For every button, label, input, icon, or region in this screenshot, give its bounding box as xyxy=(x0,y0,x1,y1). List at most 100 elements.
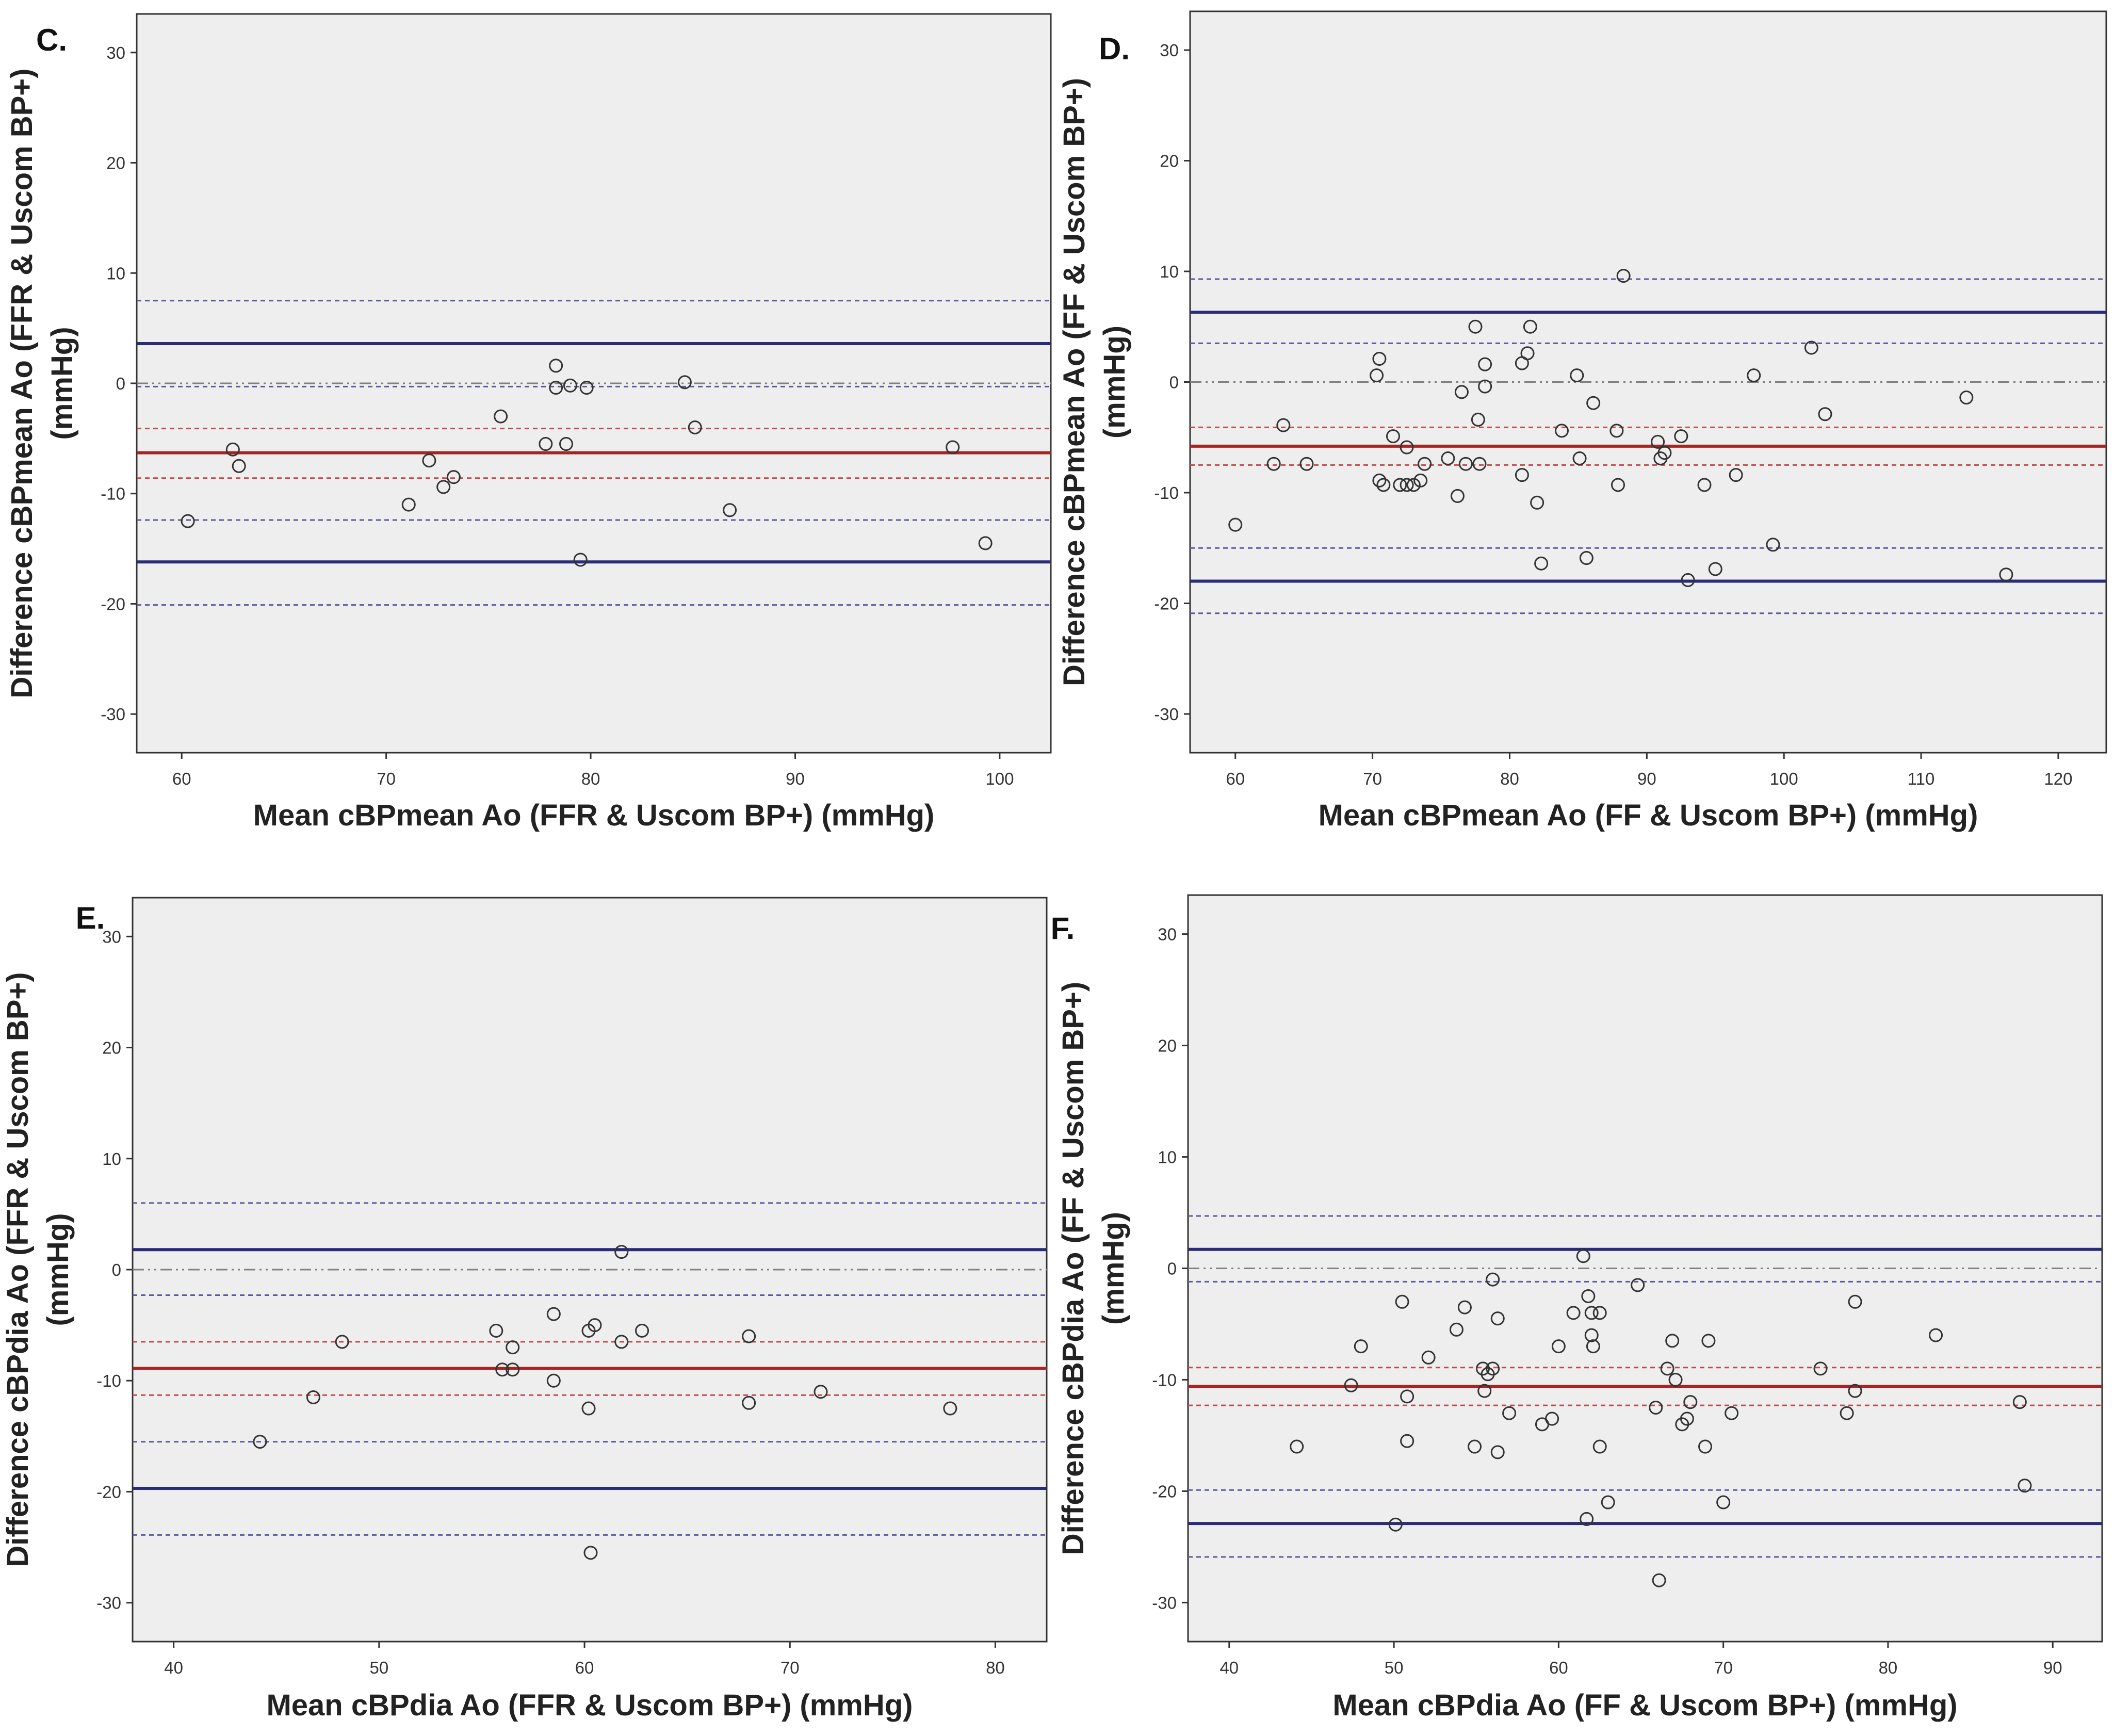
data-point xyxy=(495,1362,510,1377)
data-point xyxy=(1400,1434,1414,1448)
y-axis-unit: (mmHg) xyxy=(45,327,79,440)
data-point xyxy=(1421,1350,1436,1365)
data-point xyxy=(943,1401,957,1416)
data-point xyxy=(1840,1406,1854,1420)
y-axis-unit: (mmHg) xyxy=(41,1213,75,1326)
data-point xyxy=(506,1362,520,1377)
data-point xyxy=(1486,1272,1500,1287)
x-tick-label: 50 xyxy=(369,1658,388,1677)
data-point xyxy=(1697,478,1712,492)
data-point xyxy=(1344,1378,1358,1392)
x-tick-label: 110 xyxy=(1908,769,1935,788)
data-point xyxy=(1592,1439,1607,1454)
data-point xyxy=(1530,495,1544,510)
data-point xyxy=(1551,1339,1566,1354)
data-point xyxy=(1683,1395,1698,1409)
chart-panel-2: -30 -20 -10 0 10 20 30 60 70 80 90 100 110 120 Mean cB… xyxy=(1058,10,2107,832)
data-point xyxy=(1477,1384,1492,1398)
data-point xyxy=(1555,424,1569,438)
panel-label: F. xyxy=(1051,911,1075,946)
data-point xyxy=(446,470,461,484)
y-axis-title: Difference cBPdia Ao (FF & Uscom BP+) xyxy=(1056,982,1090,1555)
data-point xyxy=(1848,1294,1862,1309)
data-point xyxy=(1804,340,1818,355)
data-point xyxy=(1660,1361,1674,1376)
data-point xyxy=(1400,478,1414,492)
y-tick-label: 10 xyxy=(1160,262,1179,281)
y-tick-label: 0 xyxy=(1169,373,1179,392)
data-point xyxy=(1458,457,1473,471)
x-tick-label: 90 xyxy=(2043,1658,2062,1677)
data-point xyxy=(978,536,993,550)
data-point xyxy=(1729,468,1743,482)
data-point xyxy=(549,381,563,395)
data-point xyxy=(1665,1334,1680,1348)
data-point xyxy=(1651,434,1665,449)
data-point xyxy=(1372,473,1387,488)
data-point xyxy=(1674,429,1688,444)
y-tick-label: -30 xyxy=(101,705,125,724)
y-tick-label: -10 xyxy=(1152,1370,1177,1389)
data-point xyxy=(588,1318,602,1333)
data-point xyxy=(1929,1328,1943,1342)
y-tick-label: 30 xyxy=(1160,41,1179,60)
data-point xyxy=(1523,319,1537,334)
y-tick-label: -10 xyxy=(96,1371,121,1390)
data-point xyxy=(1276,418,1291,432)
x-tick-label: 100 xyxy=(985,769,1014,788)
data-point xyxy=(546,1307,561,1321)
y-tick-label: 30 xyxy=(1158,925,1177,944)
y-tick-label: -10 xyxy=(1154,483,1179,502)
data-point xyxy=(494,409,508,424)
data-point xyxy=(1584,1306,1599,1320)
data-point xyxy=(1478,379,1492,394)
data-point xyxy=(1441,451,1455,465)
data-point xyxy=(1450,489,1465,503)
data-point xyxy=(1649,1400,1663,1415)
data-point xyxy=(1400,440,1414,455)
data-point xyxy=(946,440,960,455)
y-tick-label: 0 xyxy=(1167,1259,1177,1278)
data-point xyxy=(1601,1495,1615,1510)
data-point xyxy=(232,459,246,473)
data-point xyxy=(1395,1294,1409,1309)
data-point xyxy=(1490,1311,1505,1326)
data-point xyxy=(583,1546,598,1560)
data-point xyxy=(1631,1278,1645,1292)
y-axis-title: Difference cBPmean Ao (FFR & Uscom BP+) xyxy=(5,69,39,699)
data-point xyxy=(1468,1439,1482,1454)
x-tick-label: 70 xyxy=(377,769,396,788)
data-point xyxy=(677,375,692,390)
data-point xyxy=(1449,1322,1463,1337)
data-point xyxy=(1999,567,2013,582)
x-tick-label: 70 xyxy=(1714,1658,1733,1677)
y-tick-label: 20 xyxy=(1158,1036,1177,1056)
data-point xyxy=(546,1373,561,1388)
data-point xyxy=(1418,457,1432,471)
data-point xyxy=(1576,1249,1590,1263)
y-tick-label: 10 xyxy=(102,1149,121,1169)
data-point xyxy=(1657,446,1672,460)
data-point xyxy=(1454,385,1469,399)
x-tick-label: 40 xyxy=(1219,1658,1239,1677)
y-tick-label: -20 xyxy=(1154,594,1179,613)
data-point xyxy=(1579,551,1593,565)
data-point xyxy=(1848,1384,1862,1398)
data-point xyxy=(1490,1445,1505,1459)
x-tick-label: 80 xyxy=(1879,1658,1898,1677)
y-axis-unit: (mmHg) xyxy=(1097,1212,1130,1325)
data-point xyxy=(489,1323,503,1338)
data-point xyxy=(1472,457,1487,471)
data-point xyxy=(1725,1406,1739,1420)
data-point xyxy=(1388,1517,1403,1532)
data-point xyxy=(253,1435,267,1449)
data-point xyxy=(573,553,588,567)
data-point xyxy=(1681,573,1695,587)
x-tick-label: 60 xyxy=(575,1658,594,1677)
data-point xyxy=(306,1390,320,1405)
y-tick-label: 0 xyxy=(112,1260,121,1279)
y-tick-label: 30 xyxy=(106,43,125,62)
data-point xyxy=(1520,346,1535,361)
x-axis-title: Mean cBPmean Ao (FF & Uscom BP+) (mmHg) xyxy=(1319,799,1978,832)
